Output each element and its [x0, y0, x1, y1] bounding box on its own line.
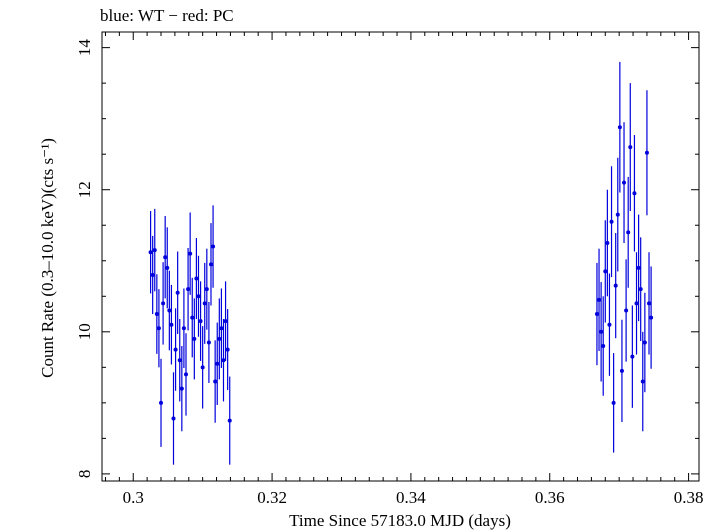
data-point [622, 180, 627, 185]
data-point [213, 379, 218, 384]
data-point [165, 265, 170, 270]
data-point [640, 379, 645, 384]
data-point [615, 212, 620, 217]
y-tick-label: 12 [75, 181, 94, 198]
data-point [597, 297, 602, 302]
data-point [613, 283, 618, 288]
data-series [148, 61, 654, 465]
data-point [223, 319, 228, 324]
data-point [642, 340, 647, 345]
data-point [603, 269, 608, 274]
data-point [206, 340, 211, 345]
x-tick-label: 0.3 [123, 488, 144, 507]
x-axis-title: Time Since 57183.0 MJD (days) [289, 511, 511, 530]
data-point [169, 322, 174, 327]
data-point [647, 301, 652, 306]
data-point [202, 301, 207, 306]
data-point [217, 336, 222, 341]
data-point [161, 301, 166, 306]
data-point [601, 344, 606, 349]
data-point [159, 400, 164, 405]
data-point [196, 294, 201, 299]
data-point [628, 145, 633, 150]
data-point [192, 336, 197, 341]
x-tick-label: 0.34 [396, 488, 426, 507]
data-point [221, 358, 226, 363]
data-point [638, 287, 643, 292]
data-point [607, 322, 612, 327]
data-point [177, 358, 182, 363]
data-point [649, 315, 654, 320]
data-point [225, 347, 230, 352]
data-point [183, 372, 188, 377]
data-point [198, 319, 203, 324]
data-point [179, 386, 184, 391]
data-point [188, 251, 193, 256]
plot-frame [101, 31, 700, 482]
data-point [167, 308, 172, 313]
data-point [609, 219, 614, 224]
data-point [152, 248, 157, 253]
data-point [227, 418, 232, 423]
chart-title: blue: WT − red: PC [100, 6, 234, 25]
data-point [630, 354, 635, 359]
x-tick-label: 0.32 [257, 488, 287, 507]
y-tick-label: 8 [75, 470, 94, 479]
y-axis-title: Count Rate (0.3–10.0 keV)(cts s⁻¹) [38, 138, 57, 378]
data-point [190, 315, 195, 320]
data-point [644, 150, 649, 155]
data-point [634, 301, 639, 306]
x-axis: 0.3 0.32 0.34 0.36 0.38 [104, 32, 704, 507]
data-point [148, 250, 153, 255]
data-point [594, 312, 599, 317]
data-point [204, 287, 209, 292]
data-point [208, 262, 213, 267]
data-point [624, 308, 629, 313]
data-point [181, 326, 186, 331]
data-point [175, 290, 180, 295]
data-point [173, 347, 178, 352]
data-point [200, 365, 205, 370]
data-point [219, 326, 224, 331]
data-point [156, 326, 161, 331]
x-tick-label: 0.38 [674, 488, 704, 507]
data-point [171, 416, 176, 421]
data-point [605, 241, 610, 246]
y-axis: 8 10 12 14 [75, 39, 699, 479]
data-point [163, 255, 168, 260]
data-point [186, 287, 191, 292]
data-point [154, 312, 159, 317]
data-point [599, 329, 604, 334]
data-point [617, 125, 622, 130]
x-tick-label: 0.36 [535, 488, 565, 507]
y-tick-label: 14 [75, 39, 94, 57]
data-point [619, 368, 624, 373]
y-tick-label: 10 [75, 323, 94, 340]
data-point [632, 191, 637, 196]
data-point [626, 230, 631, 235]
data-point [611, 400, 616, 405]
data-point [194, 276, 199, 281]
data-point [636, 265, 641, 270]
data-point [150, 272, 155, 277]
data-point [215, 361, 220, 366]
data-point [211, 244, 216, 249]
